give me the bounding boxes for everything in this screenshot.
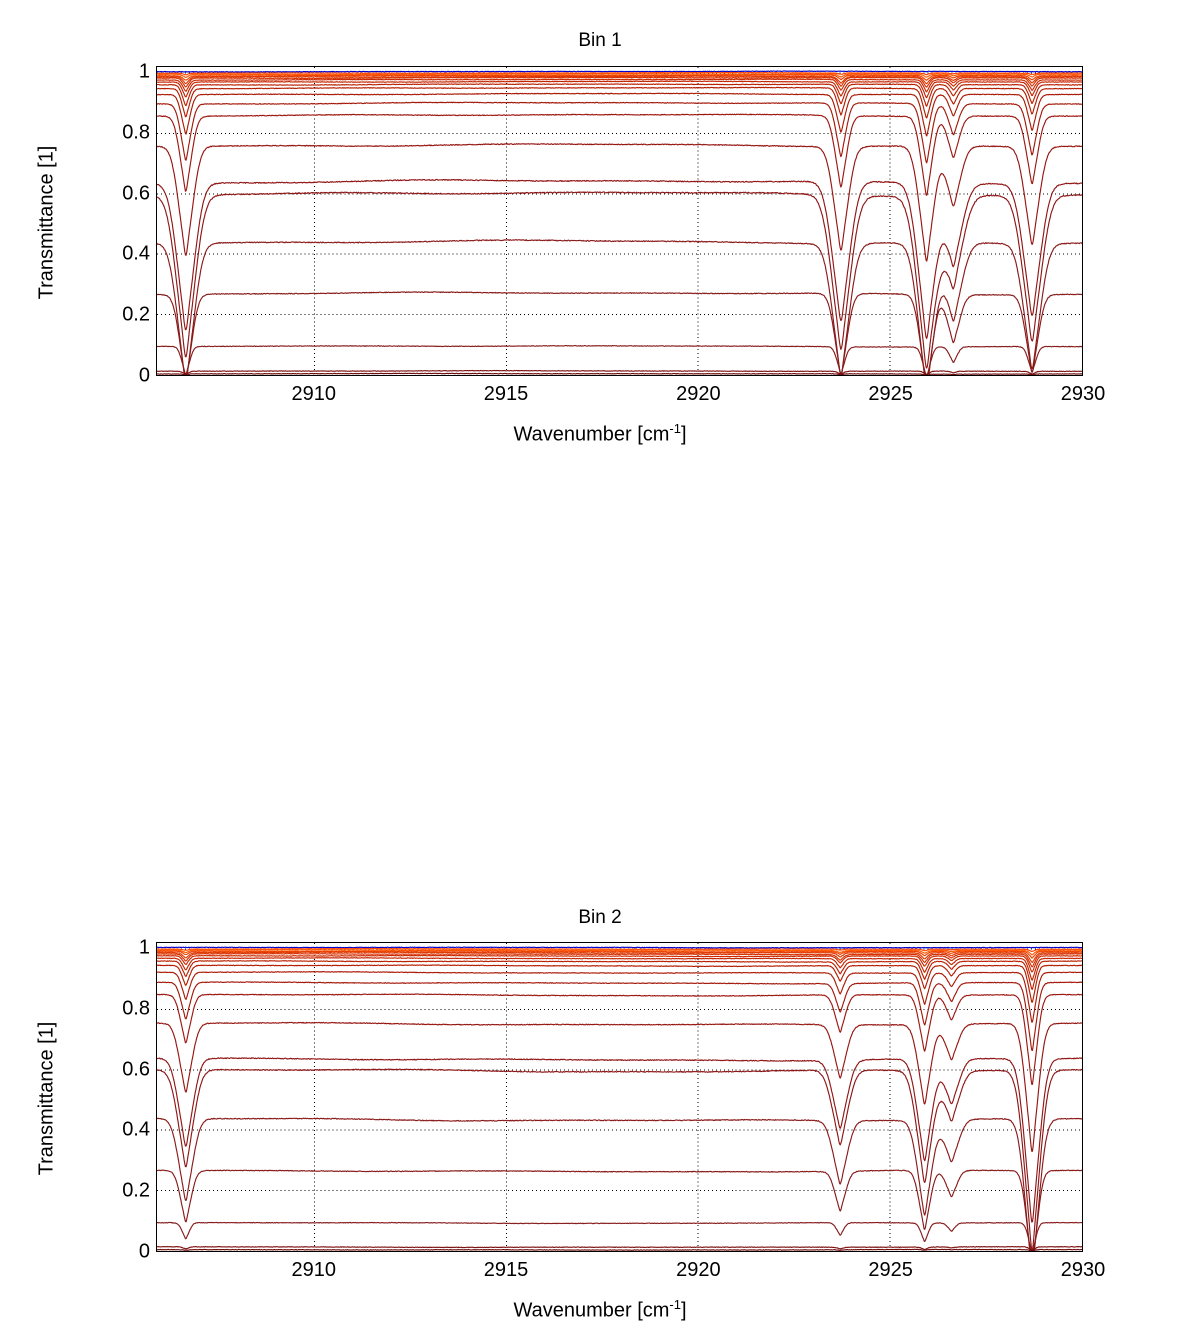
spectrum-trace: [157, 75, 1082, 85]
spectrum-trace: [157, 92, 1082, 137]
spectrum-trace: [157, 372, 1082, 375]
panel-bin-2: Bin 2 0 0.2 0.4 0.6 0.8 1 2910 2915 2920 2925 293…: [0, 450, 1200, 1322]
spectrum-trace: [157, 1021, 1082, 1152]
x-axis-label-bracket: ]: [680, 423, 687, 446]
x-axis-label-text: Wavenumber [cm: [513, 1299, 670, 1322]
spectrum-trace: [157, 74, 1082, 81]
x-tick-label: 2930: [1060, 1259, 1106, 1281]
spectra-traces: [157, 70, 1082, 375]
y-tick-label: 0.4: [122, 242, 150, 265]
spectrum-trace: [157, 83, 1082, 107]
y-tick-label: 0.6: [122, 1058, 150, 1081]
y-tick-label: 0.6: [122, 182, 150, 205]
plot-area-bin-2: [156, 942, 1083, 1252]
spectrum-trace: [157, 101, 1082, 164]
spectrum-trace: [157, 178, 1082, 339]
spectrum-trace: [157, 86, 1082, 119]
x-tick-label: 2910: [291, 383, 336, 405]
spectrum-trace: [157, 73, 1082, 78]
spectrum-trace: [157, 143, 1082, 262]
x-tick-label: 2915: [483, 383, 529, 405]
x-tick-label: 2920: [676, 1259, 721, 1281]
spectrum-trace: [157, 971, 1082, 1023]
x-tick-label: 2925: [868, 383, 913, 405]
spectra-traces: [157, 946, 1082, 1251]
spectrum-trace: [157, 1248, 1082, 1251]
grid-lines: [157, 67, 1082, 375]
spectrum-trace: [157, 291, 1082, 375]
panel-title-bin-1: Bin 1: [578, 30, 622, 51]
spectrum-trace: [157, 1117, 1082, 1251]
spectrum-trace: [157, 80, 1082, 99]
plot-area-bin-1: [156, 66, 1083, 376]
y-tick-label: 0.8: [122, 997, 150, 1020]
spectrum-trace: [157, 344, 1082, 375]
y-tick-label: 0: [138, 1240, 150, 1263]
y-axis-ticks-bin-2: 0 0.2 0.4 0.6 0.8 1: [88, 937, 150, 1263]
spectra-plot-bin-2: [157, 943, 1082, 1251]
spectrum-trace: [157, 239, 1082, 375]
spectrum-trace: [157, 113, 1082, 196]
y-axis-ticks-bin-1: 0 0.2 0.4 0.6 0.8 1: [88, 61, 150, 387]
spectrum-trace: [157, 369, 1082, 375]
x-axis-label-bracket: ]: [680, 1299, 687, 1322]
spectrum-trace: [157, 946, 1082, 949]
grid-lines: [157, 943, 1082, 1251]
spectrum-trace: [157, 191, 1082, 369]
x-tick-label: 2915: [483, 1259, 529, 1281]
spectra-plot-bin-1: [157, 67, 1082, 375]
x-axis-label-text: Wavenumber [cm: [513, 423, 670, 446]
spectrum-trace: [157, 1169, 1082, 1251]
y-tick-label: 0.4: [122, 1118, 150, 1141]
spectrum-trace: [157, 76, 1082, 88]
panel-title-bin-2: Bin 2: [578, 907, 622, 928]
y-tick-label: 0.2: [122, 1179, 150, 1202]
y-tick-label: 0.2: [122, 303, 150, 326]
y-tick-label: 0.8: [122, 121, 150, 144]
y-axis-label-bin-1: Transmittance [1]: [35, 145, 58, 300]
x-axis-label-bin-1: Wavenumber [cm-1]: [0, 421, 1200, 447]
y-axis-label-bin-2: Transmittance [1]: [35, 1021, 58, 1176]
x-tick-label: 2930: [1060, 383, 1106, 405]
y-tick-label: 1: [138, 936, 150, 959]
spectrum-trace: [157, 71, 1082, 76]
x-axis-label-exponent: -1: [669, 421, 681, 436]
x-axis-label-bin-2: Wavenumber [cm-1]: [0, 1297, 1200, 1323]
x-tick-label: 2925: [868, 1259, 913, 1281]
y-tick-label: 1: [138, 60, 150, 83]
y-tick-label: 0: [138, 364, 150, 387]
panel-bin-1: Bin 1 0 0.2 0.4 0.6 0.8 1 2910 2915 2920 2925 293…: [0, 0, 1200, 450]
spectrum-trace: [157, 70, 1082, 73]
spectrum-trace: [157, 1057, 1082, 1223]
spectrum-trace: [157, 78, 1082, 93]
x-axis-label-exponent: -1: [669, 1297, 681, 1312]
x-tick-label: 2920: [676, 383, 721, 405]
x-tick-label: 2910: [291, 1259, 336, 1281]
